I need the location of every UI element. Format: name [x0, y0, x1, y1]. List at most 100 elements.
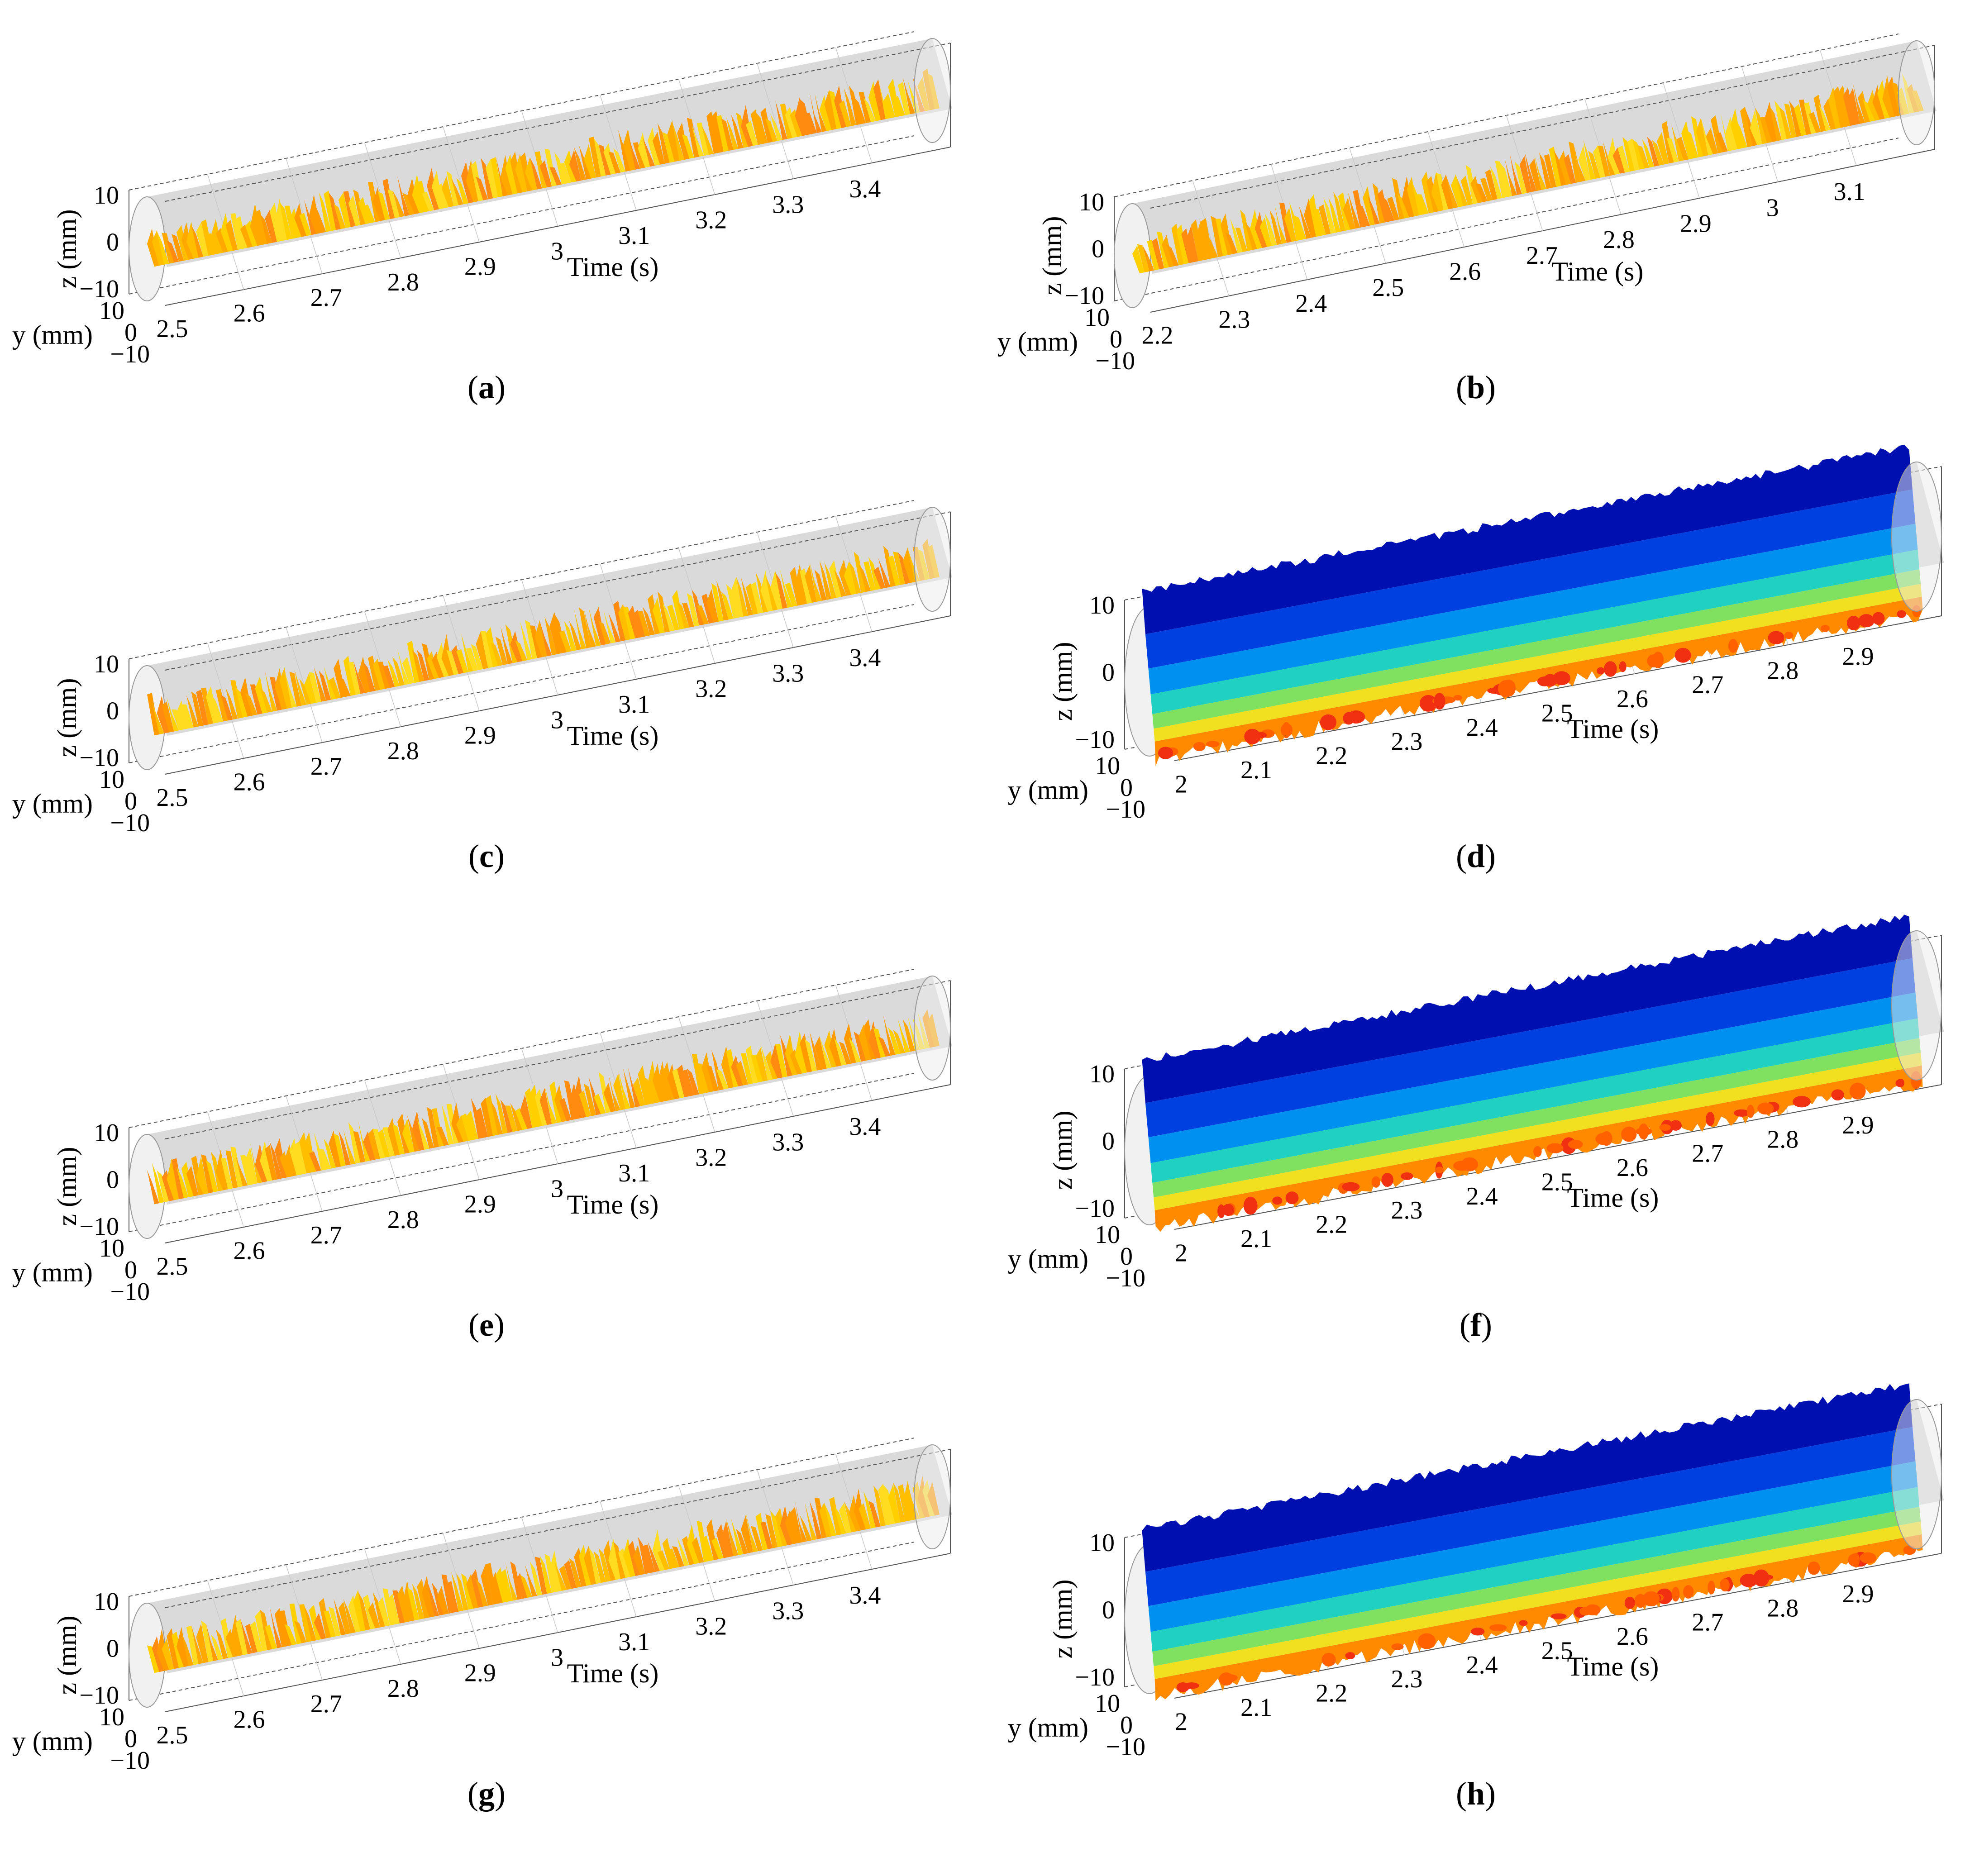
surface-patch	[750, 109, 763, 145]
surface-patch	[240, 677, 253, 717]
surface-drip	[1183, 1682, 1199, 1689]
surface-patch	[854, 552, 866, 593]
z-axis-label: z (mm)	[52, 210, 82, 289]
time-tick-label: 2.6	[1617, 685, 1648, 713]
surface-patch	[211, 693, 223, 723]
surface	[147, 538, 940, 736]
surface-patch	[1382, 195, 1395, 222]
time-tick-label: 2.6	[234, 768, 265, 796]
surface-patch	[441, 1104, 454, 1145]
panel-caption: (b)	[1455, 369, 1496, 405]
surface-patch	[481, 1564, 493, 1606]
surface-patch	[1637, 145, 1650, 169]
surface-patch	[574, 148, 587, 181]
surface-patch	[1421, 171, 1434, 214]
surface	[147, 68, 940, 267]
surface-patch	[657, 1061, 670, 1101]
surface-patch	[250, 1621, 262, 1652]
time-tick-label: 2.7	[310, 284, 342, 312]
y-axis-label: y (mm)	[12, 1257, 93, 1287]
surface-patch	[466, 1110, 478, 1140]
time-tick-label: 2.7	[310, 1221, 342, 1249]
surface-patch	[176, 1627, 189, 1667]
surface-patch	[687, 593, 699, 627]
surface-patch	[648, 1541, 660, 1572]
box-edge	[129, 604, 915, 763]
z-tick-label: 10	[94, 650, 119, 678]
surface-patch	[569, 620, 582, 651]
time-tick-label: 2.9	[464, 722, 496, 750]
panel-d: 2 2.1 2.2 2.3 2.4 2.5 2.6 2.7 2.8 2.9 Time (s) 10 0−…	[985, 445, 1970, 938]
surface-drip	[1852, 1552, 1860, 1568]
surface-patch	[765, 1514, 778, 1548]
surface-patch	[809, 1032, 822, 1071]
time-tick-label: 2.8	[387, 1675, 419, 1703]
z-axis-label: z (mm)	[1048, 642, 1078, 721]
surface-patch	[353, 1131, 366, 1163]
surface-drip	[1604, 661, 1617, 677]
time-tick-label: 2.7	[310, 1690, 342, 1718]
surface-patch	[372, 658, 385, 690]
surface-drip	[1419, 695, 1437, 712]
tube-end-right	[914, 38, 951, 143]
surface-drip	[1858, 614, 1875, 628]
surface-patch	[215, 228, 228, 253]
time-ticks: 2.5 2.6 2.7 2.8 2.9 3 3.1 3.2 3.3 3.4	[157, 175, 881, 343]
surface-patch	[343, 1599, 356, 1633]
x-axis-label: Time (s)	[567, 721, 659, 751]
surface-patch	[446, 1581, 459, 1613]
surface-patch	[1730, 108, 1743, 149]
surface-patch	[829, 90, 842, 129]
z-tick-label: 0	[1102, 1596, 1115, 1624]
surface-patch	[265, 671, 277, 712]
surface-patch	[353, 190, 366, 225]
surface-patch	[461, 633, 473, 672]
surface-patch	[377, 1129, 390, 1158]
surface-patch	[152, 702, 164, 735]
surface-patch	[481, 1097, 493, 1137]
surface-patch	[539, 1555, 552, 1594]
surface-patch	[814, 1498, 827, 1538]
surface-drip	[1621, 1127, 1637, 1142]
surface-drip	[1553, 671, 1570, 686]
z-tick-label: 10	[94, 1119, 119, 1147]
surface-patch	[329, 192, 341, 230]
surface-patch	[172, 709, 184, 731]
surface-patch	[1162, 235, 1174, 267]
surface-patch	[329, 677, 341, 699]
x-axis-label: Time (s)	[567, 1658, 659, 1688]
surface-patch	[726, 584, 739, 619]
surface-patch	[800, 99, 812, 135]
surface-patch	[402, 192, 415, 215]
surface-patch	[849, 86, 861, 125]
surface-patch	[157, 1170, 169, 1202]
surface-patch	[387, 659, 400, 687]
surface-patch	[1656, 132, 1669, 165]
surface-patch	[476, 631, 488, 669]
surface-patch	[1789, 100, 1802, 137]
z-axis-label: z (mm)	[52, 1147, 82, 1226]
surface-patch	[1671, 124, 1684, 162]
time-tick-label: 2.7	[310, 752, 342, 781]
surface-patch	[363, 205, 375, 223]
y-tick-label: 0	[1110, 325, 1122, 353]
surface-patch	[770, 570, 782, 610]
surface-drip	[1849, 1082, 1866, 1100]
surface-patch	[731, 114, 744, 149]
surface-patch	[289, 671, 302, 707]
surface-patch	[834, 569, 846, 597]
surface-patch	[1304, 198, 1316, 238]
surface-patch	[633, 142, 645, 169]
surface-patch	[225, 219, 238, 251]
surface-patch	[814, 1036, 827, 1070]
y-tick-label: −10	[1106, 1733, 1145, 1761]
surface-patch	[839, 100, 851, 127]
y-tick-label: −10	[1106, 795, 1145, 824]
surface-patch	[265, 1145, 277, 1181]
surface-patch	[167, 240, 179, 263]
time-tick-label: 2.6	[234, 1237, 265, 1265]
surface-drip	[1193, 742, 1206, 751]
surface-patch	[1299, 206, 1312, 239]
